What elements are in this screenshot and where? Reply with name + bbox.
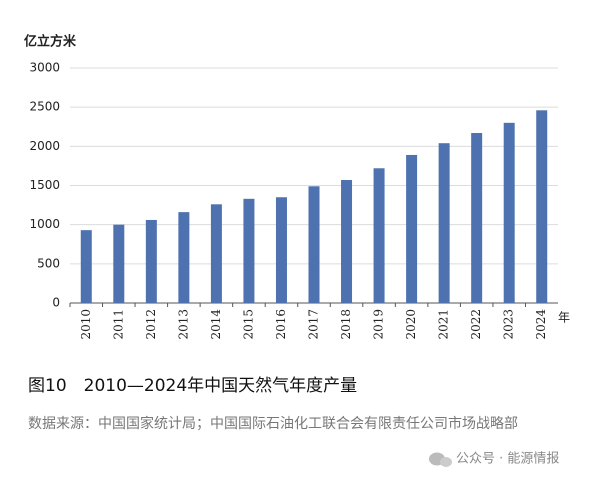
bar [536, 110, 548, 303]
y-tick-label: 1500 [29, 178, 60, 192]
x-tick-label: 2024 [534, 309, 548, 340]
x-tick-label: 2012 [144, 309, 158, 340]
y-tick-label: 2500 [29, 100, 60, 114]
watermark: 公众号 · 能源情报 [456, 452, 559, 467]
bar [438, 143, 450, 303]
y-tick-label: 3000 [29, 61, 60, 75]
source-note: 数据来源：中国国家统计局；中国国际石油化工联合会有限责任公司市场战略部 [28, 416, 518, 432]
y-tick-label: 2000 [29, 139, 60, 153]
x-tick-label: 2023 [502, 309, 516, 340]
bar [243, 198, 255, 303]
bar [145, 219, 157, 303]
x-tick-label: 2015 [241, 309, 255, 340]
x-tick-label: 2013 [176, 309, 190, 340]
x-tick-label: 2014 [209, 309, 223, 340]
x-tick-label: 2010 [79, 309, 93, 340]
bar [503, 122, 515, 303]
bar [113, 224, 125, 303]
x-tick-label: 2017 [307, 309, 321, 340]
bar [341, 180, 353, 303]
bar [275, 197, 287, 303]
bar [406, 154, 418, 303]
y-tick-label: 1000 [29, 217, 60, 231]
y-axis-label: 亿立方米 [24, 34, 77, 50]
x-tick-label: 2019 [372, 309, 386, 340]
x-tick-label: 2018 [339, 309, 353, 340]
x-tick-label: 2021 [437, 309, 451, 340]
x-tick-label: 2022 [469, 309, 483, 340]
bar [80, 230, 92, 303]
bar [308, 186, 320, 303]
bar [471, 133, 483, 303]
x-axis-label: 年 [558, 311, 570, 325]
y-tick-label: 500 [37, 256, 60, 270]
x-tick-label: 2020 [404, 309, 418, 340]
watermark-icon [429, 452, 452, 467]
bar [178, 212, 190, 303]
x-tick-label: 2011 [111, 309, 125, 340]
bar [210, 204, 222, 303]
chart-title: 图10 2010—2024年中国天然气年度产量 [28, 376, 357, 396]
x-tick-label: 2016 [274, 309, 288, 340]
bar [373, 168, 385, 303]
y-tick-label: 0 [52, 296, 60, 310]
